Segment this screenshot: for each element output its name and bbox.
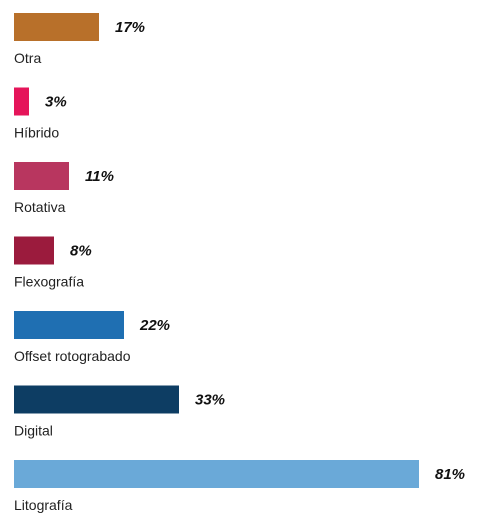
bar-row-otra: 17% Otra bbox=[14, 13, 145, 66]
bars: 17% Otra 3% Híbrido 11% Rotativa 8% Flexografía… bbox=[14, 13, 465, 513]
value-label-rotativa: 11% bbox=[85, 168, 114, 185]
bar-row-offset-rotograbado: 22% Offset rotograbado bbox=[14, 311, 170, 364]
category-label-flexografia: Flexografía bbox=[14, 274, 84, 290]
bar-otra bbox=[14, 13, 99, 41]
bar-flexografia bbox=[14, 236, 54, 265]
category-label-rotativa: Rotativa bbox=[14, 199, 66, 215]
bar-row-litografia: 81% Litografía bbox=[14, 460, 465, 513]
bar-row-hibrido: 3% Híbrido bbox=[14, 87, 67, 141]
category-label-digital: Digital bbox=[14, 423, 53, 439]
bar-hibrido bbox=[14, 87, 29, 116]
bar-row-digital: 33% Digital bbox=[14, 385, 225, 439]
bar-offset-rotograbado bbox=[14, 311, 124, 339]
value-label-flexografia: 8% bbox=[70, 243, 92, 260]
bar-row-rotativa: 11% Rotativa bbox=[14, 162, 114, 215]
value-label-digital: 33% bbox=[195, 392, 225, 409]
bar-digital bbox=[14, 385, 179, 414]
value-label-offset-rotograbado: 22% bbox=[139, 317, 170, 334]
bar-litografia bbox=[14, 460, 419, 488]
value-label-otra: 17% bbox=[115, 19, 145, 36]
category-label-offset-rotograbado: Offset rotograbado bbox=[14, 348, 131, 364]
value-label-litografia: 81% bbox=[435, 466, 465, 483]
bar-rotativa bbox=[14, 162, 69, 190]
category-label-litografia: Litografía bbox=[14, 497, 73, 513]
category-label-otra: Otra bbox=[14, 50, 41, 66]
value-label-hibrido: 3% bbox=[45, 94, 67, 111]
category-label-hibrido: Híbrido bbox=[14, 125, 59, 141]
bar-row-flexografia: 8% Flexografía bbox=[14, 236, 92, 290]
